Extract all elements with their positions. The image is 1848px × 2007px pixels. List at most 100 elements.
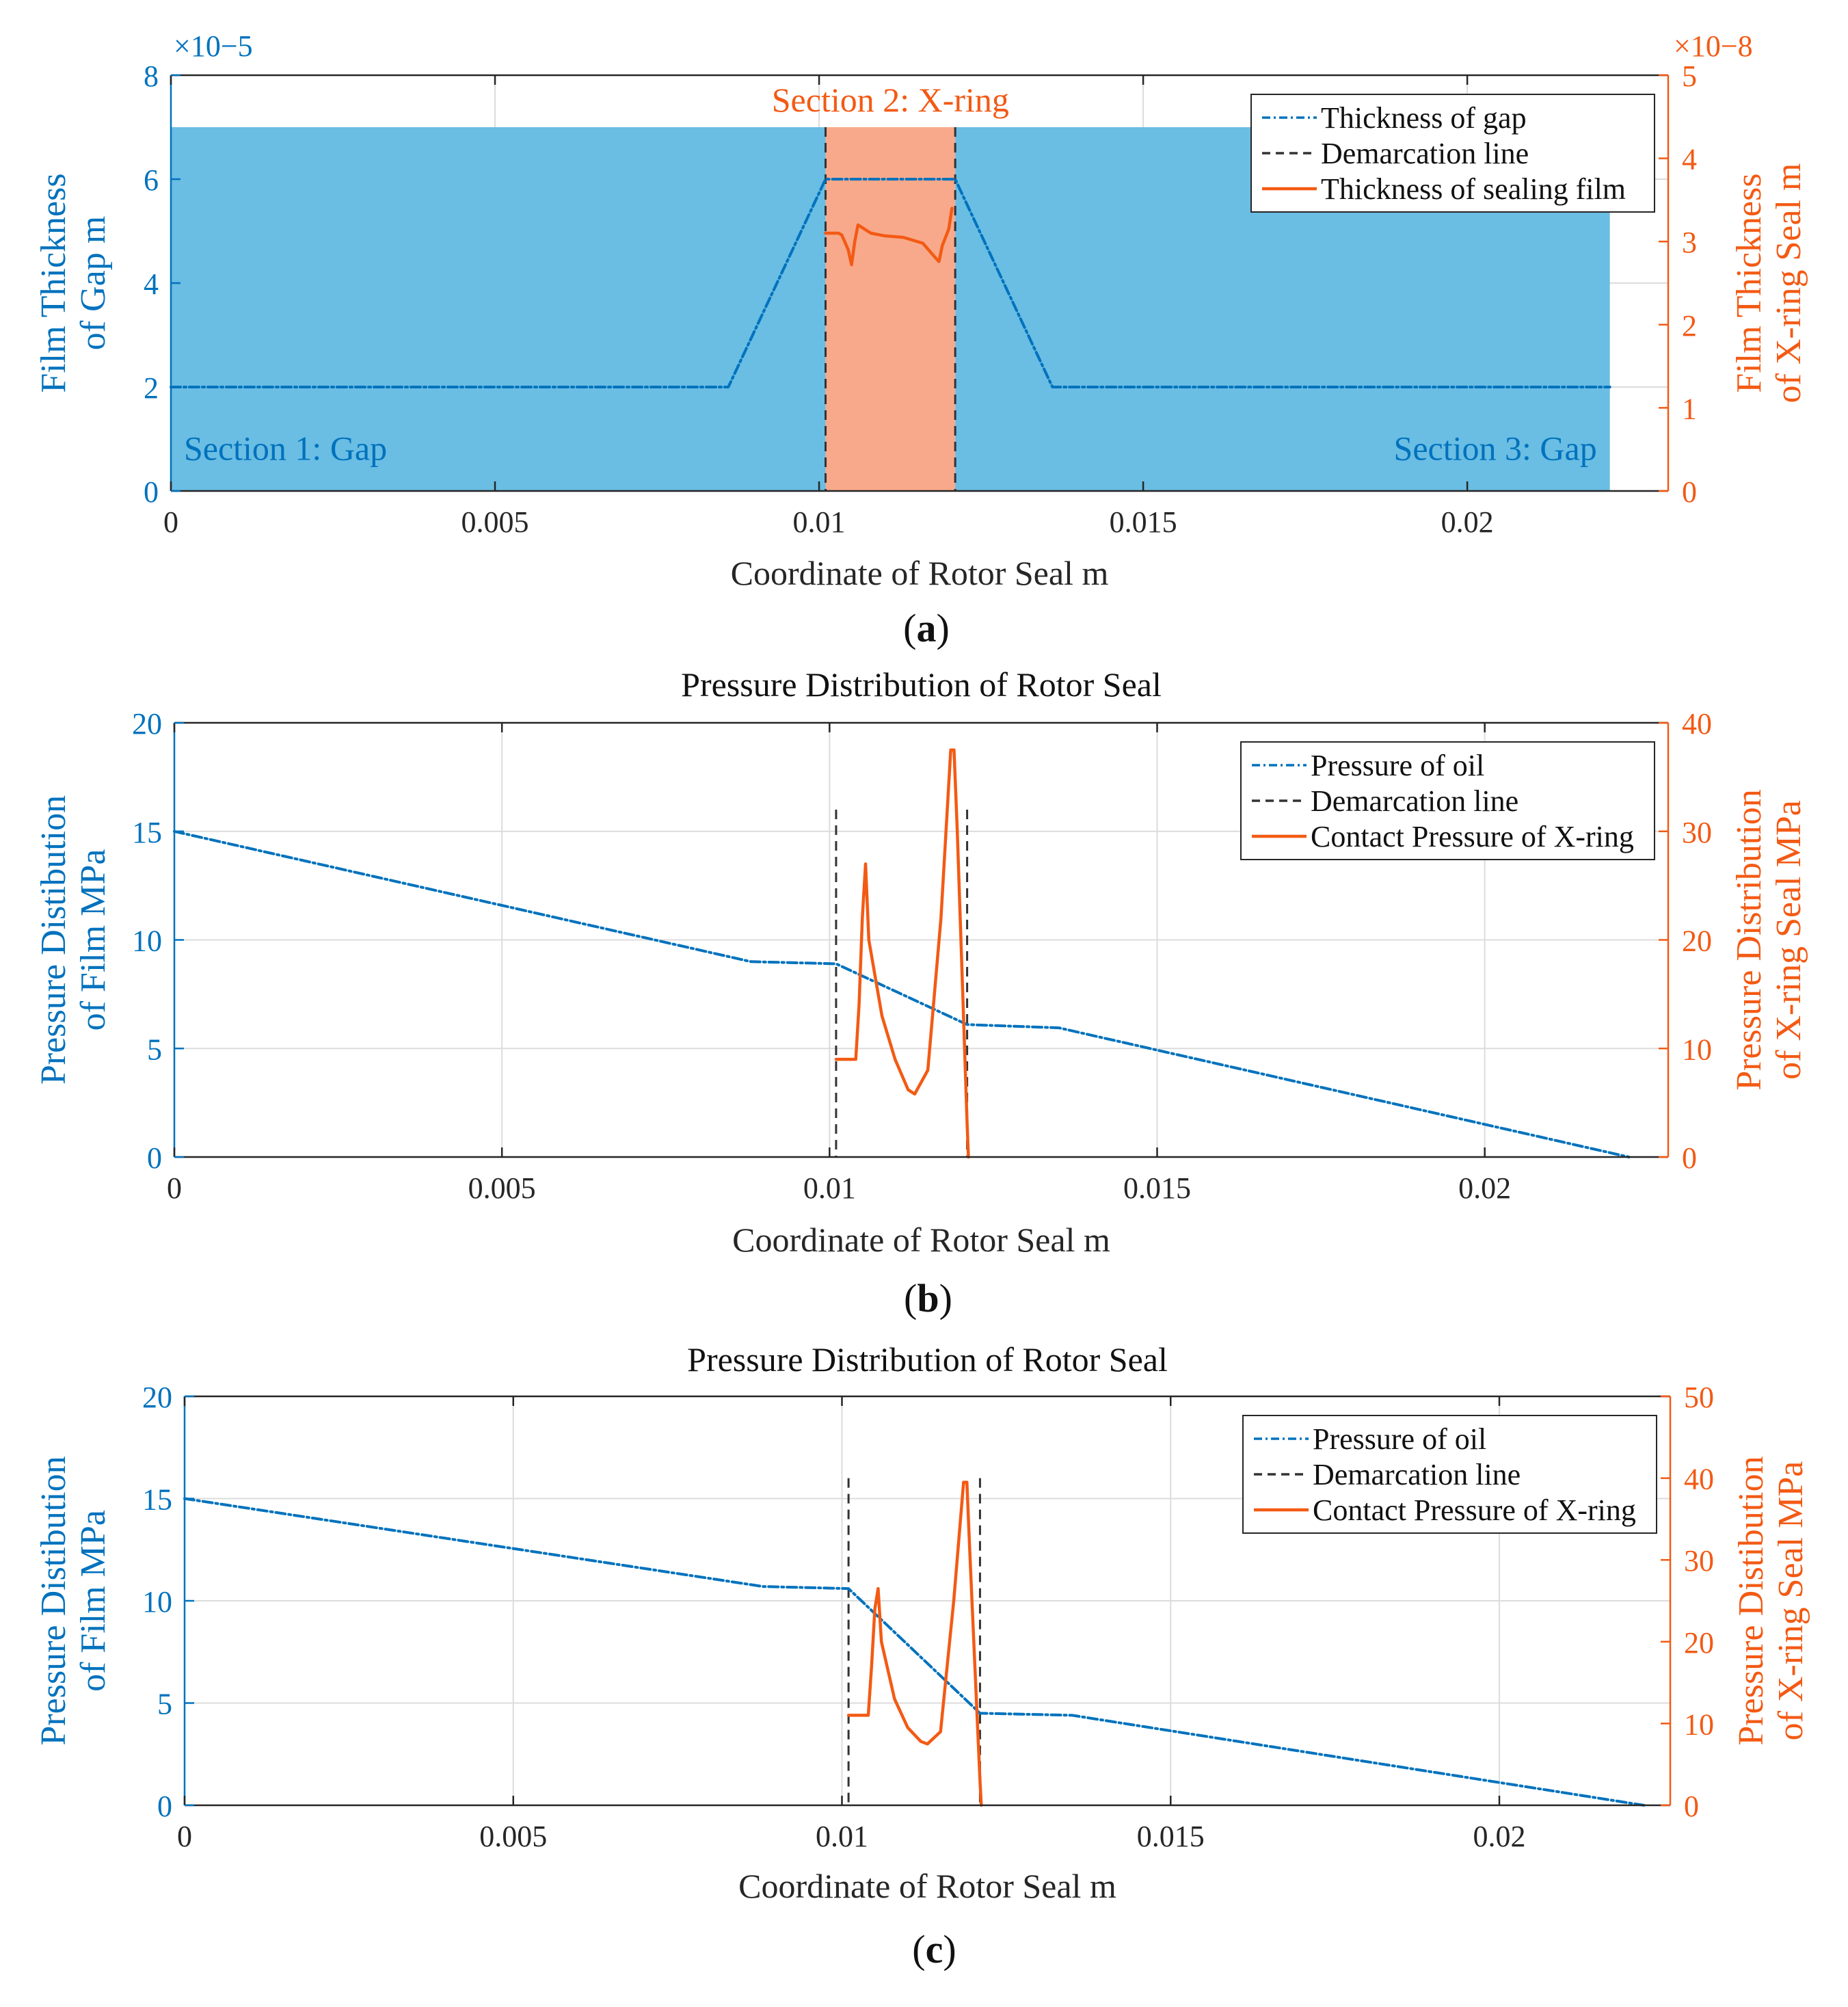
- y-axis-label-left-line: Pressure Distibution: [34, 1456, 73, 1745]
- y-tick-label-left: 20: [132, 707, 162, 741]
- legend-entry: Demarcation line: [1313, 1458, 1521, 1491]
- legend-entry: Demarcation line: [1311, 784, 1518, 818]
- y-tick-label-right: 1: [1682, 392, 1697, 425]
- x-tick-label: 0.015: [1137, 1820, 1205, 1853]
- y-axis-label-left-line: of Film MPa: [74, 1510, 113, 1692]
- series-line-thickness-of-sealing-film: [824, 207, 954, 267]
- series-line-contact-pressure-of-x-ring: [834, 748, 970, 1159]
- y-tick-label-right: 20: [1684, 1626, 1714, 1660]
- x-tick-label: 0.02: [1458, 1171, 1511, 1205]
- region-label-2: Section 3: Gap: [1394, 429, 1597, 467]
- series-line-pressure-of-oil: [173, 829, 1631, 1158]
- x-tick-label: 0.01: [803, 1171, 856, 1205]
- y-tick-label-left: 5: [157, 1688, 172, 1721]
- series-line-contact-pressure-of-x-ring: [846, 1480, 983, 1807]
- y-tick-label-right: 2: [1682, 309, 1697, 343]
- y-axis-label-right-line: Pressure Distribution: [1730, 789, 1769, 1091]
- y-tick-label-left: 8: [144, 59, 159, 93]
- y-tick-label-left: 6: [144, 163, 159, 197]
- y-tick-label-left: 15: [132, 816, 162, 849]
- x-tick-label: 0.005: [479, 1820, 547, 1853]
- x-tick-label: 0.005: [468, 1171, 536, 1205]
- y-axis-label-right-line: Pressure Distibution: [1732, 1456, 1771, 1745]
- right-axis-exponent: ×10−8: [1674, 29, 1753, 63]
- y-tick-label-right: 0: [1682, 475, 1697, 509]
- y-axis-label-left-line: Film Thickness: [34, 173, 73, 393]
- y-tick-label-left: 20: [142, 1381, 172, 1414]
- chart-panel-a: 0 0.005 0.01 0.015 0.02 0 2 4 6 8 0 1 2 3 4 5 ×10−5 ×10−8…: [34, 29, 1808, 650]
- y-tick-label-left: 0: [147, 1141, 162, 1175]
- y-axis-label-right-line: of X-ring Seal MPa: [1771, 1461, 1810, 1741]
- legend-entry: Contact Pressure of X-ring: [1313, 1493, 1636, 1527]
- y-tick-label-right: 30: [1684, 1544, 1714, 1578]
- y-axis-label-right: Film Thickness of X-ring Seal m: [1730, 163, 1808, 403]
- y-tick-label-right: 3: [1682, 226, 1697, 259]
- y-tick-label-right: 30: [1682, 816, 1712, 849]
- y-tick-label-left: 10: [142, 1585, 172, 1619]
- panel-label: (c): [912, 1927, 956, 1971]
- y-tick-label-left: 4: [144, 267, 159, 301]
- legend-entry: Thickness of gap: [1321, 101, 1527, 135]
- panel-label: (b): [904, 1276, 952, 1320]
- y-axis-label-right: Pressure Distribution of X-ring Seal MPa: [1730, 789, 1808, 1091]
- panel-label: (a): [903, 606, 950, 650]
- legend-box: [1250, 94, 1655, 213]
- y-tick-label-left: 15: [142, 1483, 172, 1517]
- x-tick-label: 0.01: [816, 1820, 868, 1853]
- y-axis-label-right-line: of X-ring Seal MPa: [1769, 800, 1808, 1080]
- y-tick-label-left: 5: [147, 1033, 162, 1066]
- y-axis-label-left: Pressure Distibution of Film MPa: [34, 1456, 113, 1745]
- left-axis-exponent: ×10−5: [174, 29, 253, 63]
- y-tick-label-right: 0: [1682, 1141, 1697, 1175]
- legend-entry: Pressure of oil: [1313, 1422, 1486, 1456]
- x-tick-label: 0.02: [1441, 505, 1494, 539]
- region-label-0: Section 1: Gap: [184, 429, 387, 467]
- y-tick-label-left: 2: [144, 371, 159, 405]
- x-tick-label: 0.02: [1473, 1820, 1526, 1853]
- x-tick-label: 0.005: [461, 505, 529, 539]
- legend-box: [1242, 1415, 1657, 1534]
- region-gap-0: [171, 127, 826, 491]
- y-tick-label-left: 0: [144, 475, 159, 509]
- x-axis-label: Coordinate of Rotor Seal m: [731, 554, 1109, 592]
- y-tick-label-right: 5: [1682, 59, 1697, 93]
- x-tick-label: 0: [163, 505, 178, 539]
- y-axis-label-right: Pressure Distibution of X-ring Seal MPa: [1732, 1456, 1810, 1745]
- y-axis-label-left-line: of Film MPa: [74, 849, 113, 1031]
- legend-entry: Contact Pressure of X-ring: [1311, 820, 1634, 853]
- region-xring-1: [825, 127, 956, 491]
- y-tick-label-right: 4: [1682, 143, 1697, 176]
- legend-entry: Pressure of oil: [1311, 749, 1484, 782]
- x-tick-label: 0.015: [1110, 505, 1177, 539]
- x-tick-label: 0.01: [793, 505, 846, 539]
- y-axis-label-left-line: Pressure Distibution: [34, 795, 73, 1085]
- y-axis-label-left-line: of Gap m: [74, 216, 113, 350]
- series-line-pressure-of-oil: [183, 1497, 1646, 1807]
- x-tick-label: 0: [167, 1171, 182, 1205]
- y-tick-label-left: 10: [132, 925, 162, 958]
- y-axis-label-right-line: Film Thickness: [1730, 173, 1769, 393]
- chart-title: Pressure Distribution of Rotor Seal: [681, 665, 1162, 704]
- y-axis-label-left: Pressure Distibution of Film MPa: [34, 795, 113, 1085]
- y-axis-label-right-line: of X-ring Seal m: [1769, 163, 1808, 403]
- y-tick-label-right: 0: [1684, 1790, 1699, 1823]
- chart-title: Pressure Distribution of Rotor Seal: [687, 1340, 1168, 1379]
- y-tick-label-right: 10: [1684, 1707, 1714, 1741]
- x-axis-label: Coordinate of Rotor Seal m: [738, 1867, 1116, 1905]
- legend-entry: Thickness of sealing film: [1321, 172, 1626, 206]
- y-tick-label-left: 0: [157, 1790, 172, 1823]
- y-tick-label-right: 40: [1684, 1463, 1714, 1496]
- y-axis-label-left: Film Thickness of Gap m: [34, 173, 113, 393]
- series-line-thickness-of-gap: [170, 178, 1611, 388]
- y-tick-label-right: 40: [1682, 707, 1712, 741]
- x-tick-label: 0.015: [1123, 1171, 1191, 1205]
- legend-box: [1240, 741, 1655, 860]
- y-tick-label-right: 20: [1682, 925, 1712, 958]
- x-axis-label: Coordinate of Rotor Seal m: [732, 1221, 1110, 1259]
- region-label-1: Section 2: X-ring: [772, 81, 1009, 119]
